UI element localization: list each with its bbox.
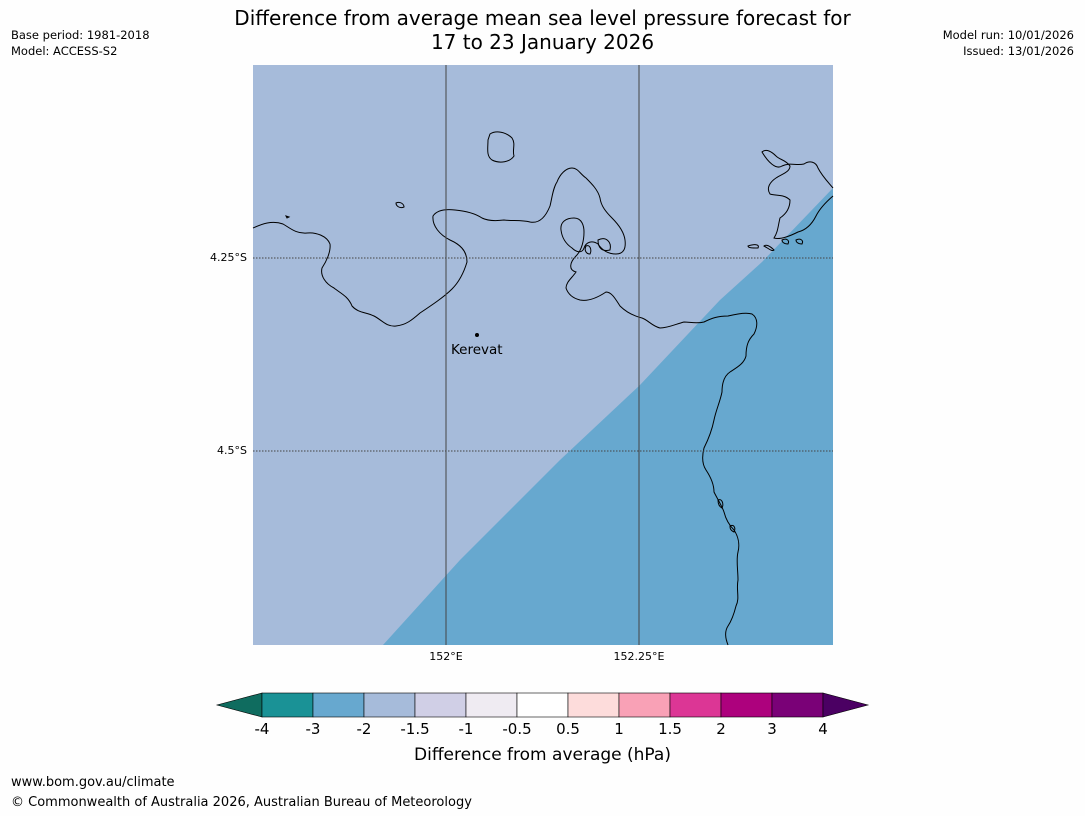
lon-tick-152e: 152°E	[429, 650, 463, 663]
islet-east-2	[729, 525, 736, 533]
islet-northeast-2	[763, 244, 775, 251]
colorbar-bin-0	[261, 692, 314, 718]
kerevat-marker	[475, 333, 479, 337]
place-label-kerevat: Kerevat	[451, 342, 503, 358]
islet-northeast-3	[781, 238, 789, 245]
islet-west	[395, 201, 405, 209]
colorbar-tick-label: 2	[716, 720, 726, 738]
coastlines	[252, 131, 834, 646]
colorbar-tick-label: -3	[305, 720, 321, 738]
title-line-1: Difference from average mean sea level p…	[234, 6, 851, 30]
footer-copyright: © Commonwealth of Australia 2026, Austra…	[11, 795, 472, 810]
meta-left: Base period: 1981-2018 Model: ACCESS-S2	[11, 27, 150, 59]
model-label: Model: ACCESS-S2	[11, 44, 118, 58]
issued-label: Issued: 13/01/2026	[963, 44, 1074, 58]
footer-url[interactable]: www.bom.gov.au/climate	[11, 775, 175, 790]
chart-title: Difference from average mean sea level p…	[0, 6, 1085, 54]
colorbar-bin-10	[771, 692, 824, 718]
colorbar-bin-7	[618, 692, 671, 718]
colorbar-extend-over	[822, 692, 870, 718]
colorbar-tick-label: -0.5	[502, 720, 532, 738]
colorbar-tick-label: 1.5	[658, 720, 682, 738]
lat-tick-4-5s: 4.5°S	[217, 444, 247, 457]
coastline-northeast	[761, 149, 834, 239]
lon-tick-152-25e: 152.25°E	[613, 650, 665, 663]
colorbar-bin-2	[363, 692, 416, 718]
colorbar-bin-1	[312, 692, 365, 718]
colorbar-tick-label: -1	[458, 720, 474, 738]
colorbar	[215, 692, 870, 718]
islet-east-1	[717, 499, 724, 509]
model-run-label: Model run: 10/01/2026	[942, 28, 1074, 42]
colorbar-bin-3	[414, 692, 467, 718]
colorbar-bin-8	[669, 692, 722, 718]
base-period-label: Base period: 1981-2018	[11, 28, 150, 42]
colorbar-tick-label: 3	[767, 720, 777, 738]
colorbar-title: Difference from average (hPa)	[414, 745, 671, 765]
colorbar-tick-label: 1	[614, 720, 624, 738]
islet-northeast-4	[795, 238, 803, 245]
lat-tick-4-25s: 4.25°S	[210, 251, 247, 264]
colorbar-tick-label: -2	[356, 720, 372, 738]
colorbar-bin-5	[516, 692, 569, 718]
islet-northeast-1	[747, 244, 759, 249]
coastline-west	[252, 167, 758, 646]
colorbar-bin-6	[567, 692, 620, 718]
colorbar-ticks: -4 -3 -2 -1.5 -1 -0.5 0.5 1 1.5 2 3 4	[0, 720, 1085, 740]
islet-south-1	[584, 245, 592, 255]
colorbar-tick-label: -1.5	[400, 720, 430, 738]
colorbar-tick-label: -4	[254, 720, 270, 738]
graticule	[253, 65, 833, 645]
colorbar-bin-4	[465, 692, 518, 718]
title-line-2: 17 to 23 January 2026	[430, 30, 655, 54]
pressure-anomaly-region	[383, 188, 833, 645]
meta-right: Model run: 10/01/2026 Issued: 13/01/2026	[943, 27, 1074, 59]
colorbar-extend-under	[215, 692, 263, 718]
colorbar-bin-9	[720, 692, 773, 718]
colorbar-tick-label: 4	[818, 720, 828, 738]
colorbar-tick-label: 0.5	[556, 720, 580, 738]
islet-south-2	[597, 238, 611, 251]
island-north	[487, 131, 515, 163]
islet-dot-west	[285, 215, 291, 219]
